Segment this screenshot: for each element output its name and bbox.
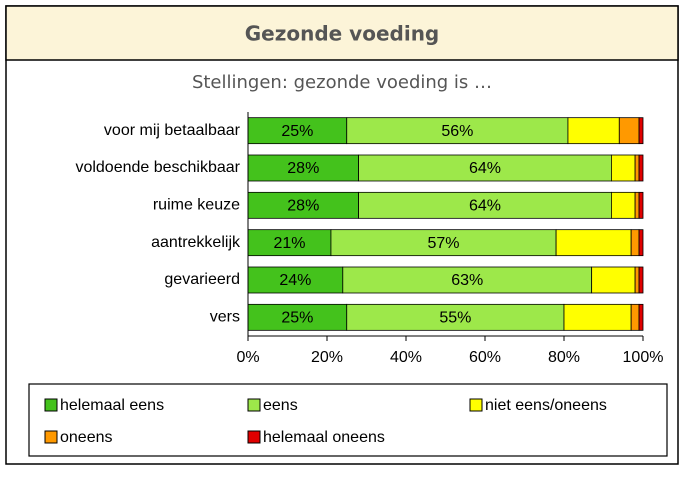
- bar-segment: [634, 191, 640, 219]
- y-tick-label: aantrekkelijk: [151, 234, 241, 251]
- x-tick-label: 100%: [623, 349, 664, 366]
- bar-segment: [630, 303, 640, 331]
- value-label: 64%: [469, 160, 501, 177]
- bar-segment: [342, 266, 593, 294]
- x-tick-label: 60%: [469, 349, 501, 366]
- header-title: Gezonde voeding: [245, 22, 440, 46]
- bar-segment: [638, 154, 644, 182]
- legend-box: [28, 383, 668, 457]
- value-label: 25%: [281, 310, 313, 327]
- value-label: 63%: [451, 272, 483, 289]
- bar-segment: [611, 191, 636, 219]
- x-tick-label: 0%: [236, 349, 259, 366]
- x-tick-label: 40%: [390, 349, 422, 366]
- bar-segment: [638, 117, 644, 145]
- bar-segment: [555, 229, 632, 257]
- bar-segment: [247, 303, 348, 331]
- bar-segment: [591, 266, 636, 294]
- y-tick-label: gevarieerd: [164, 271, 240, 288]
- legend-swatch: [469, 398, 483, 412]
- value-label: 28%: [287, 160, 319, 177]
- bar-segment: [618, 117, 640, 145]
- y-tick-label: voor mij betaalbaar: [104, 122, 241, 139]
- value-label: 28%: [287, 198, 319, 215]
- legend-swatch: [247, 398, 261, 412]
- legend-swatch: [247, 430, 261, 444]
- bar-segment: [247, 266, 344, 294]
- bar-segment: [563, 303, 632, 331]
- bar-segment: [634, 154, 640, 182]
- value-label: 56%: [441, 123, 473, 140]
- bar-segment: [346, 117, 569, 145]
- legend-label: helemaal eens: [60, 397, 164, 414]
- value-label: 57%: [428, 235, 460, 252]
- bar-segment: [247, 229, 332, 257]
- bar-segment: [358, 154, 612, 182]
- value-label: 24%: [279, 272, 311, 289]
- legend-label: niet eens/oneens: [485, 397, 607, 414]
- bar-segment: [638, 229, 644, 257]
- bar-segment: [634, 266, 640, 294]
- x-tick-label: 80%: [548, 349, 580, 366]
- legend-label: eens: [263, 397, 298, 414]
- legend-label: oneens: [60, 429, 113, 446]
- bar-segment: [567, 117, 620, 145]
- y-tick-label: ruime keuze: [153, 197, 240, 214]
- value-label: 64%: [469, 198, 501, 215]
- x-tick-label: 20%: [311, 349, 343, 366]
- value-label: 25%: [281, 123, 313, 140]
- value-label: 21%: [273, 235, 305, 252]
- legend-swatch: [44, 430, 58, 444]
- bar-segment: [638, 266, 644, 294]
- bar-segment: [638, 191, 644, 219]
- bar-segment: [358, 191, 612, 219]
- bar-segment: [630, 229, 640, 257]
- y-tick-label: vers: [210, 309, 240, 326]
- legend-swatch: [44, 398, 58, 412]
- bar-segment: [638, 303, 644, 331]
- chart-title: Stellingen: gezonde voeding is …: [192, 72, 492, 93]
- header-band: [5, 5, 679, 61]
- y-tick-label: voldoende beschikbaar: [75, 159, 240, 176]
- legend-label: helemaal oneens: [263, 429, 385, 446]
- bar-segment: [611, 154, 636, 182]
- value-label: 55%: [439, 310, 471, 327]
